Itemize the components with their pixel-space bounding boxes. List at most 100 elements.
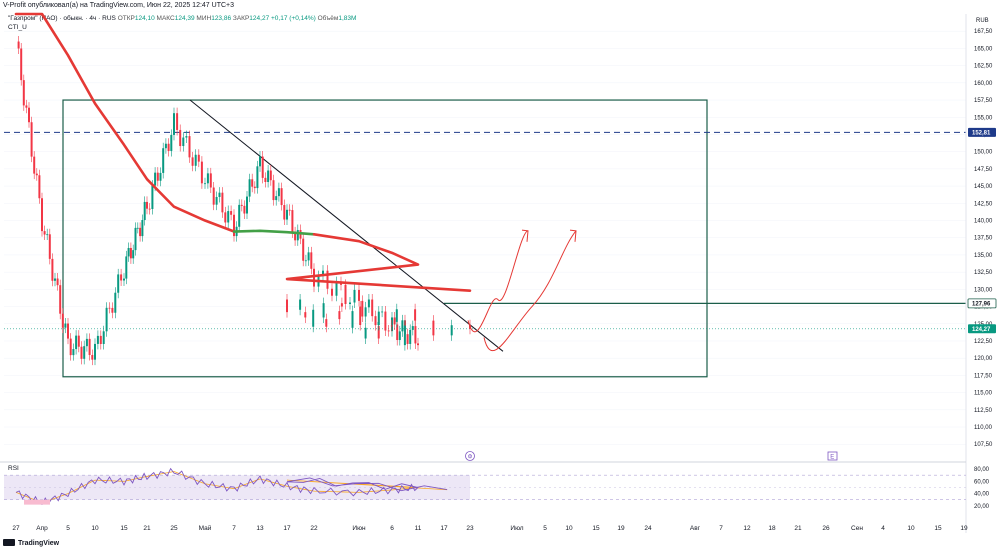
event-marker-earnings[interactable]: Е bbox=[827, 451, 838, 461]
y-tick-label: 147,50 bbox=[974, 167, 993, 173]
candle-body bbox=[277, 188, 280, 197]
candle-body bbox=[326, 270, 329, 289]
candle-body bbox=[17, 41, 20, 49]
x-tick-label: 11 bbox=[415, 525, 422, 532]
candle-body bbox=[221, 192, 224, 213]
candle-body bbox=[294, 232, 297, 241]
moving-average-flat-segment[interactable] bbox=[232, 229, 316, 236]
candle-body bbox=[398, 331, 401, 341]
volume-label: Объём bbox=[317, 15, 339, 22]
candle-body bbox=[67, 323, 69, 339]
candle-body bbox=[325, 319, 328, 327]
candle-body bbox=[99, 335, 102, 345]
high-label: МАКС bbox=[156, 15, 175, 22]
candle-body bbox=[230, 211, 233, 215]
candle-body bbox=[22, 80, 25, 106]
forecast-path-1[interactable] bbox=[467, 230, 529, 333]
candle-body bbox=[114, 292, 117, 313]
x-tick-label: Авг bbox=[690, 525, 701, 532]
x-tick-label: 10 bbox=[907, 525, 915, 532]
candle-body bbox=[359, 306, 362, 325]
tradingview-logo-icon bbox=[3, 539, 15, 546]
candle-body bbox=[111, 307, 114, 313]
candle-body bbox=[256, 166, 259, 189]
candle-body bbox=[344, 284, 347, 305]
low-value: 123,86 bbox=[211, 15, 232, 22]
candle-body bbox=[197, 154, 200, 162]
candle-body bbox=[353, 289, 356, 303]
candle-body bbox=[286, 299, 288, 313]
candle-body bbox=[167, 143, 170, 151]
candle-body bbox=[264, 177, 267, 183]
candle-body bbox=[69, 338, 72, 356]
x-tick-label: 17 bbox=[440, 525, 448, 532]
candle-body bbox=[364, 307, 367, 317]
candle-body bbox=[176, 113, 179, 130]
symbol-name[interactable]: "Газпром" (ПАО) · обыкн. · 4ч · RUS bbox=[8, 15, 116, 22]
rsi-line[interactable] bbox=[15, 467, 448, 505]
candle-body bbox=[310, 252, 313, 269]
candle-body bbox=[30, 122, 33, 157]
candle-body bbox=[374, 316, 377, 326]
brand-name: TradingView bbox=[18, 540, 60, 547]
candle-body bbox=[253, 186, 256, 189]
high-value: 124,39 bbox=[174, 15, 195, 22]
y-tick-label: 137,50 bbox=[974, 236, 993, 242]
low-label: МИН bbox=[196, 15, 212, 22]
candle-body bbox=[291, 210, 294, 233]
candle-body bbox=[123, 278, 125, 281]
candle-body bbox=[304, 312, 307, 318]
x-tick-label: 7 bbox=[719, 525, 723, 532]
x-tick-label: Июл bbox=[510, 525, 523, 532]
x-tick-label: 15 bbox=[592, 525, 600, 532]
candle-body bbox=[64, 323, 67, 328]
candle-body bbox=[267, 170, 270, 183]
candle-body bbox=[33, 156, 36, 174]
tradingview-logo: TradingView bbox=[3, 539, 59, 547]
x-tick-label: 10 bbox=[565, 525, 573, 532]
candle-body bbox=[96, 335, 99, 344]
rsi-label[interactable]: RSI bbox=[8, 465, 19, 472]
candle-body bbox=[35, 173, 38, 176]
resistance-level-tag-bg bbox=[967, 298, 997, 309]
candle-body bbox=[313, 268, 315, 287]
x-tick-label: 7 bbox=[232, 525, 236, 532]
trendline[interactable] bbox=[189, 99, 504, 352]
event-marker-dividend[interactable]: Ф bbox=[465, 451, 475, 461]
x-tick-label: 19 bbox=[617, 525, 625, 532]
candle-body bbox=[173, 113, 175, 135]
candle-body bbox=[307, 252, 310, 261]
y-tick-label: 135,00 bbox=[974, 253, 993, 259]
candle-body bbox=[358, 289, 360, 301]
resistance-level-tag: 127,96 bbox=[972, 301, 991, 307]
candle-body bbox=[151, 185, 154, 209]
candle-body bbox=[105, 307, 108, 332]
candle-body bbox=[361, 300, 364, 317]
y-tick-label: 160,00 bbox=[974, 81, 993, 87]
y-tick-label: 110,00 bbox=[974, 425, 993, 431]
candle-body bbox=[108, 307, 111, 309]
x-tick-label: 12 bbox=[743, 525, 751, 532]
open-value: 124,10 bbox=[134, 15, 155, 22]
range-box[interactable] bbox=[62, 99, 708, 378]
candle-body bbox=[83, 346, 86, 359]
moving-average-line[interactable] bbox=[14, 12, 236, 233]
candle-body bbox=[414, 326, 417, 344]
indicator-label[interactable]: CTI_U bbox=[8, 24, 27, 31]
moving-average-line-tail[interactable] bbox=[285, 232, 472, 293]
candle-body bbox=[233, 214, 235, 237]
candle-body bbox=[269, 170, 272, 181]
rsi-y-tick-label: 20,00 bbox=[974, 504, 990, 510]
candle-body bbox=[194, 154, 197, 166]
candle-body bbox=[28, 107, 30, 123]
candle-body bbox=[322, 303, 325, 318]
x-tick-label: 21 bbox=[143, 525, 151, 532]
currency-label: RUB bbox=[976, 18, 989, 24]
change-value: +0,17 (+0,14%) bbox=[271, 15, 316, 22]
y-tick-label: 112,50 bbox=[974, 408, 993, 414]
forecast-path-2[interactable] bbox=[483, 230, 577, 352]
candle-body bbox=[283, 205, 286, 220]
candle-body bbox=[162, 148, 165, 173]
candle-body bbox=[261, 156, 264, 178]
